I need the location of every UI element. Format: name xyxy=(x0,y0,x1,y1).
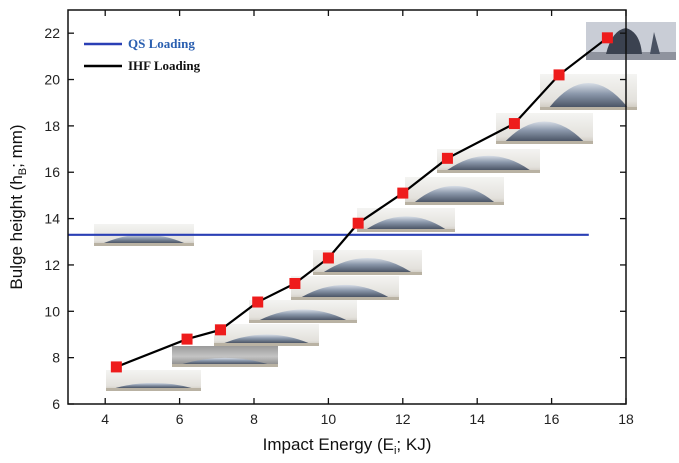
y-tick-label-6: 6 xyxy=(52,396,60,412)
specimen-photo-7 xyxy=(357,208,455,232)
x-axis-title: Impact Energy (Ei; KJ) xyxy=(263,435,432,457)
y-tick-label-12: 12 xyxy=(44,257,60,273)
data-point-ihf-loading-2 xyxy=(181,333,193,345)
plot-frame xyxy=(67,9,627,405)
x-tick-label-16: 16 xyxy=(544,411,560,427)
series-line-ihf-loading xyxy=(115,36,609,368)
data-point-ihf-loading-4 xyxy=(252,296,264,308)
specimen-photo-2 xyxy=(172,346,278,367)
x-tick-label-10: 10 xyxy=(321,411,337,427)
y-tick-label-8: 8 xyxy=(52,350,60,366)
data-point-ihf-loading-3 xyxy=(215,324,227,336)
specimen-photo-3 xyxy=(214,324,319,346)
y-tick-label-16: 16 xyxy=(44,164,60,180)
data-point-ihf-loading-5 xyxy=(289,277,301,289)
legend-label-qs-loading: QS Loading xyxy=(128,36,195,51)
x-tick-label-8: 8 xyxy=(250,411,258,427)
y-tick-label-18: 18 xyxy=(44,118,60,134)
specimen-photo-fractured xyxy=(586,22,676,60)
x-tick-label-14: 14 xyxy=(469,411,485,427)
y-tick-label-22: 22 xyxy=(44,25,60,41)
data-point-ihf-loading-6 xyxy=(322,252,334,264)
axes-layer: 4 6 8 10 12 14 16 18 6 8 10 12 14 16 18 20 22 Impact Ener… xyxy=(7,9,634,457)
specimen-photo-9 xyxy=(437,149,540,173)
specimen-photo-1 xyxy=(106,370,201,391)
specimen-photo-8 xyxy=(405,177,504,205)
data-point-ihf-loading-9 xyxy=(441,152,453,164)
legend: QS Loading IHF Loading xyxy=(84,36,201,73)
data-point-ihf-loading-1 xyxy=(110,361,122,373)
y-tick-label-14: 14 xyxy=(44,211,60,227)
series-layer xyxy=(68,32,613,373)
specimen-photo-5 xyxy=(291,276,399,300)
x-tick-label-4: 4 xyxy=(101,411,109,427)
y-tick-label-10: 10 xyxy=(44,303,60,319)
data-point-ihf-loading-8 xyxy=(397,187,409,199)
specimen-photos xyxy=(94,22,676,391)
legend-label-ihf-loading: IHF Loading xyxy=(128,58,201,73)
x-tick-label-18: 18 xyxy=(618,411,634,427)
data-point-ihf-loading-12 xyxy=(601,32,613,44)
specimen-photo-4 xyxy=(249,300,357,323)
y-axis-title: Bulge height (hB; mm) xyxy=(7,124,29,289)
y-tick-label-20: 20 xyxy=(44,72,60,88)
x-tick-label-12: 12 xyxy=(395,411,411,427)
x-tick-label-6: 6 xyxy=(176,411,184,427)
data-point-ihf-loading-10 xyxy=(508,118,520,130)
data-point-ihf-loading-7 xyxy=(352,217,364,229)
data-point-ihf-loading-11 xyxy=(553,69,565,81)
